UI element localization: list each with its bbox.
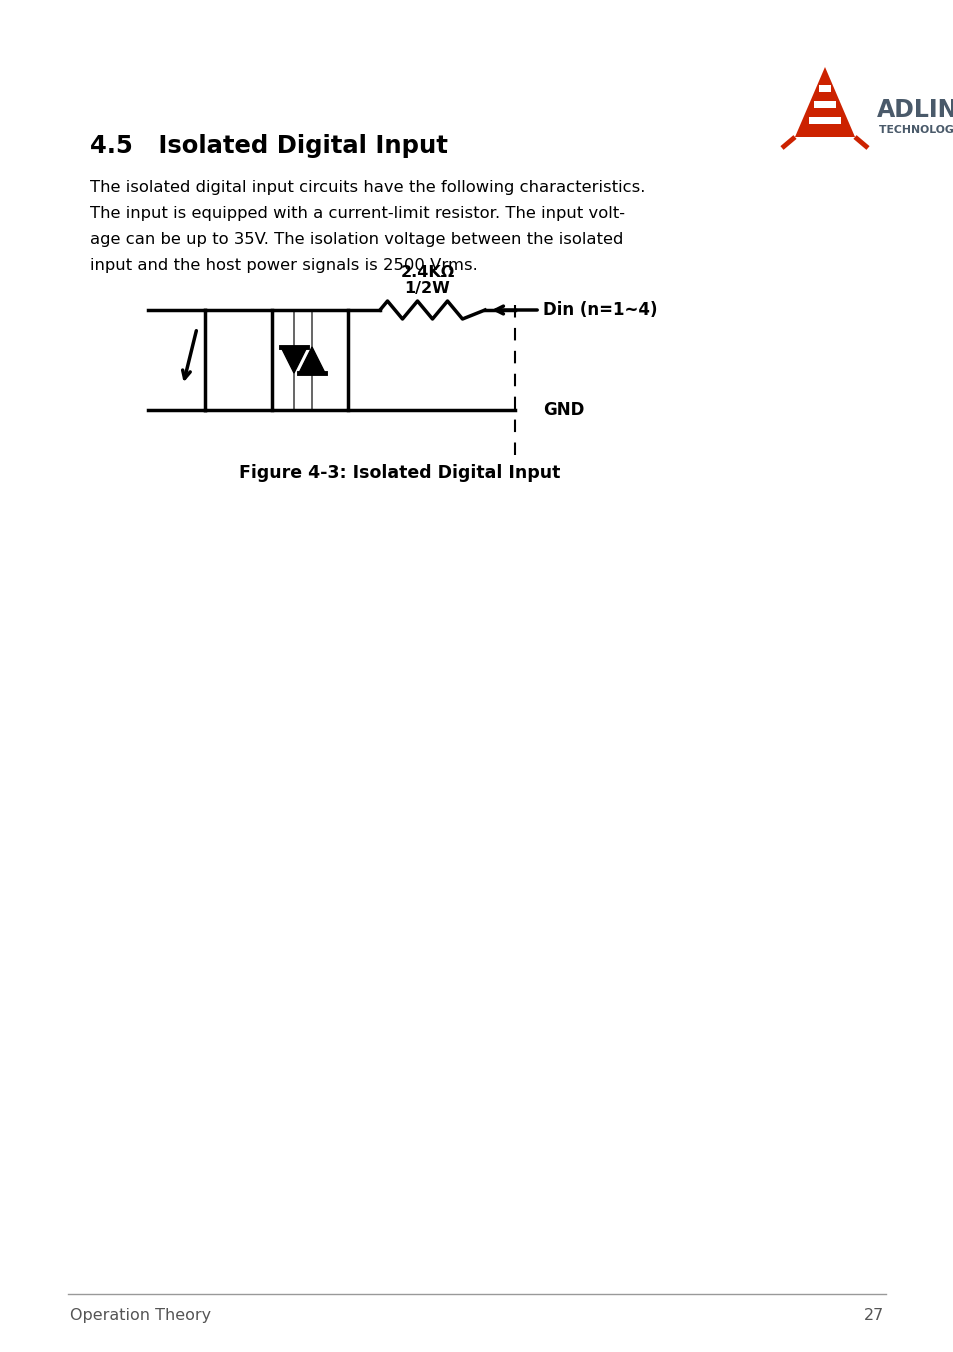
Text: ADLINK: ADLINK: [876, 97, 953, 122]
Polygon shape: [281, 347, 307, 373]
Polygon shape: [813, 101, 835, 108]
Text: 4.5   Isolated Digital Input: 4.5 Isolated Digital Input: [90, 134, 447, 158]
Text: Figure 4-3: Isolated Digital Input: Figure 4-3: Isolated Digital Input: [239, 464, 560, 483]
Polygon shape: [818, 85, 830, 92]
Text: 1/2W: 1/2W: [404, 281, 450, 296]
Polygon shape: [298, 347, 325, 373]
Text: The input is equipped with a current-limit resistor. The input volt-: The input is equipped with a current-lim…: [90, 206, 624, 220]
Polygon shape: [808, 118, 841, 124]
Text: 27: 27: [862, 1307, 883, 1324]
Polygon shape: [794, 68, 854, 137]
Text: Din (n=1~4): Din (n=1~4): [542, 301, 657, 319]
Text: TECHNOLOGY INC.: TECHNOLOGY INC.: [878, 124, 953, 135]
Text: GND: GND: [542, 402, 584, 419]
Bar: [272, 310, 348, 410]
Text: age can be up to 35V. The isolation voltage between the isolated: age can be up to 35V. The isolation volt…: [90, 233, 622, 247]
Text: 2.4KΩ: 2.4KΩ: [400, 265, 455, 280]
Text: Operation Theory: Operation Theory: [70, 1307, 211, 1324]
Text: The isolated digital input circuits have the following characteristics.: The isolated digital input circuits have…: [90, 180, 644, 195]
Text: input and the host power signals is 2500 Vrms.: input and the host power signals is 2500…: [90, 258, 477, 273]
